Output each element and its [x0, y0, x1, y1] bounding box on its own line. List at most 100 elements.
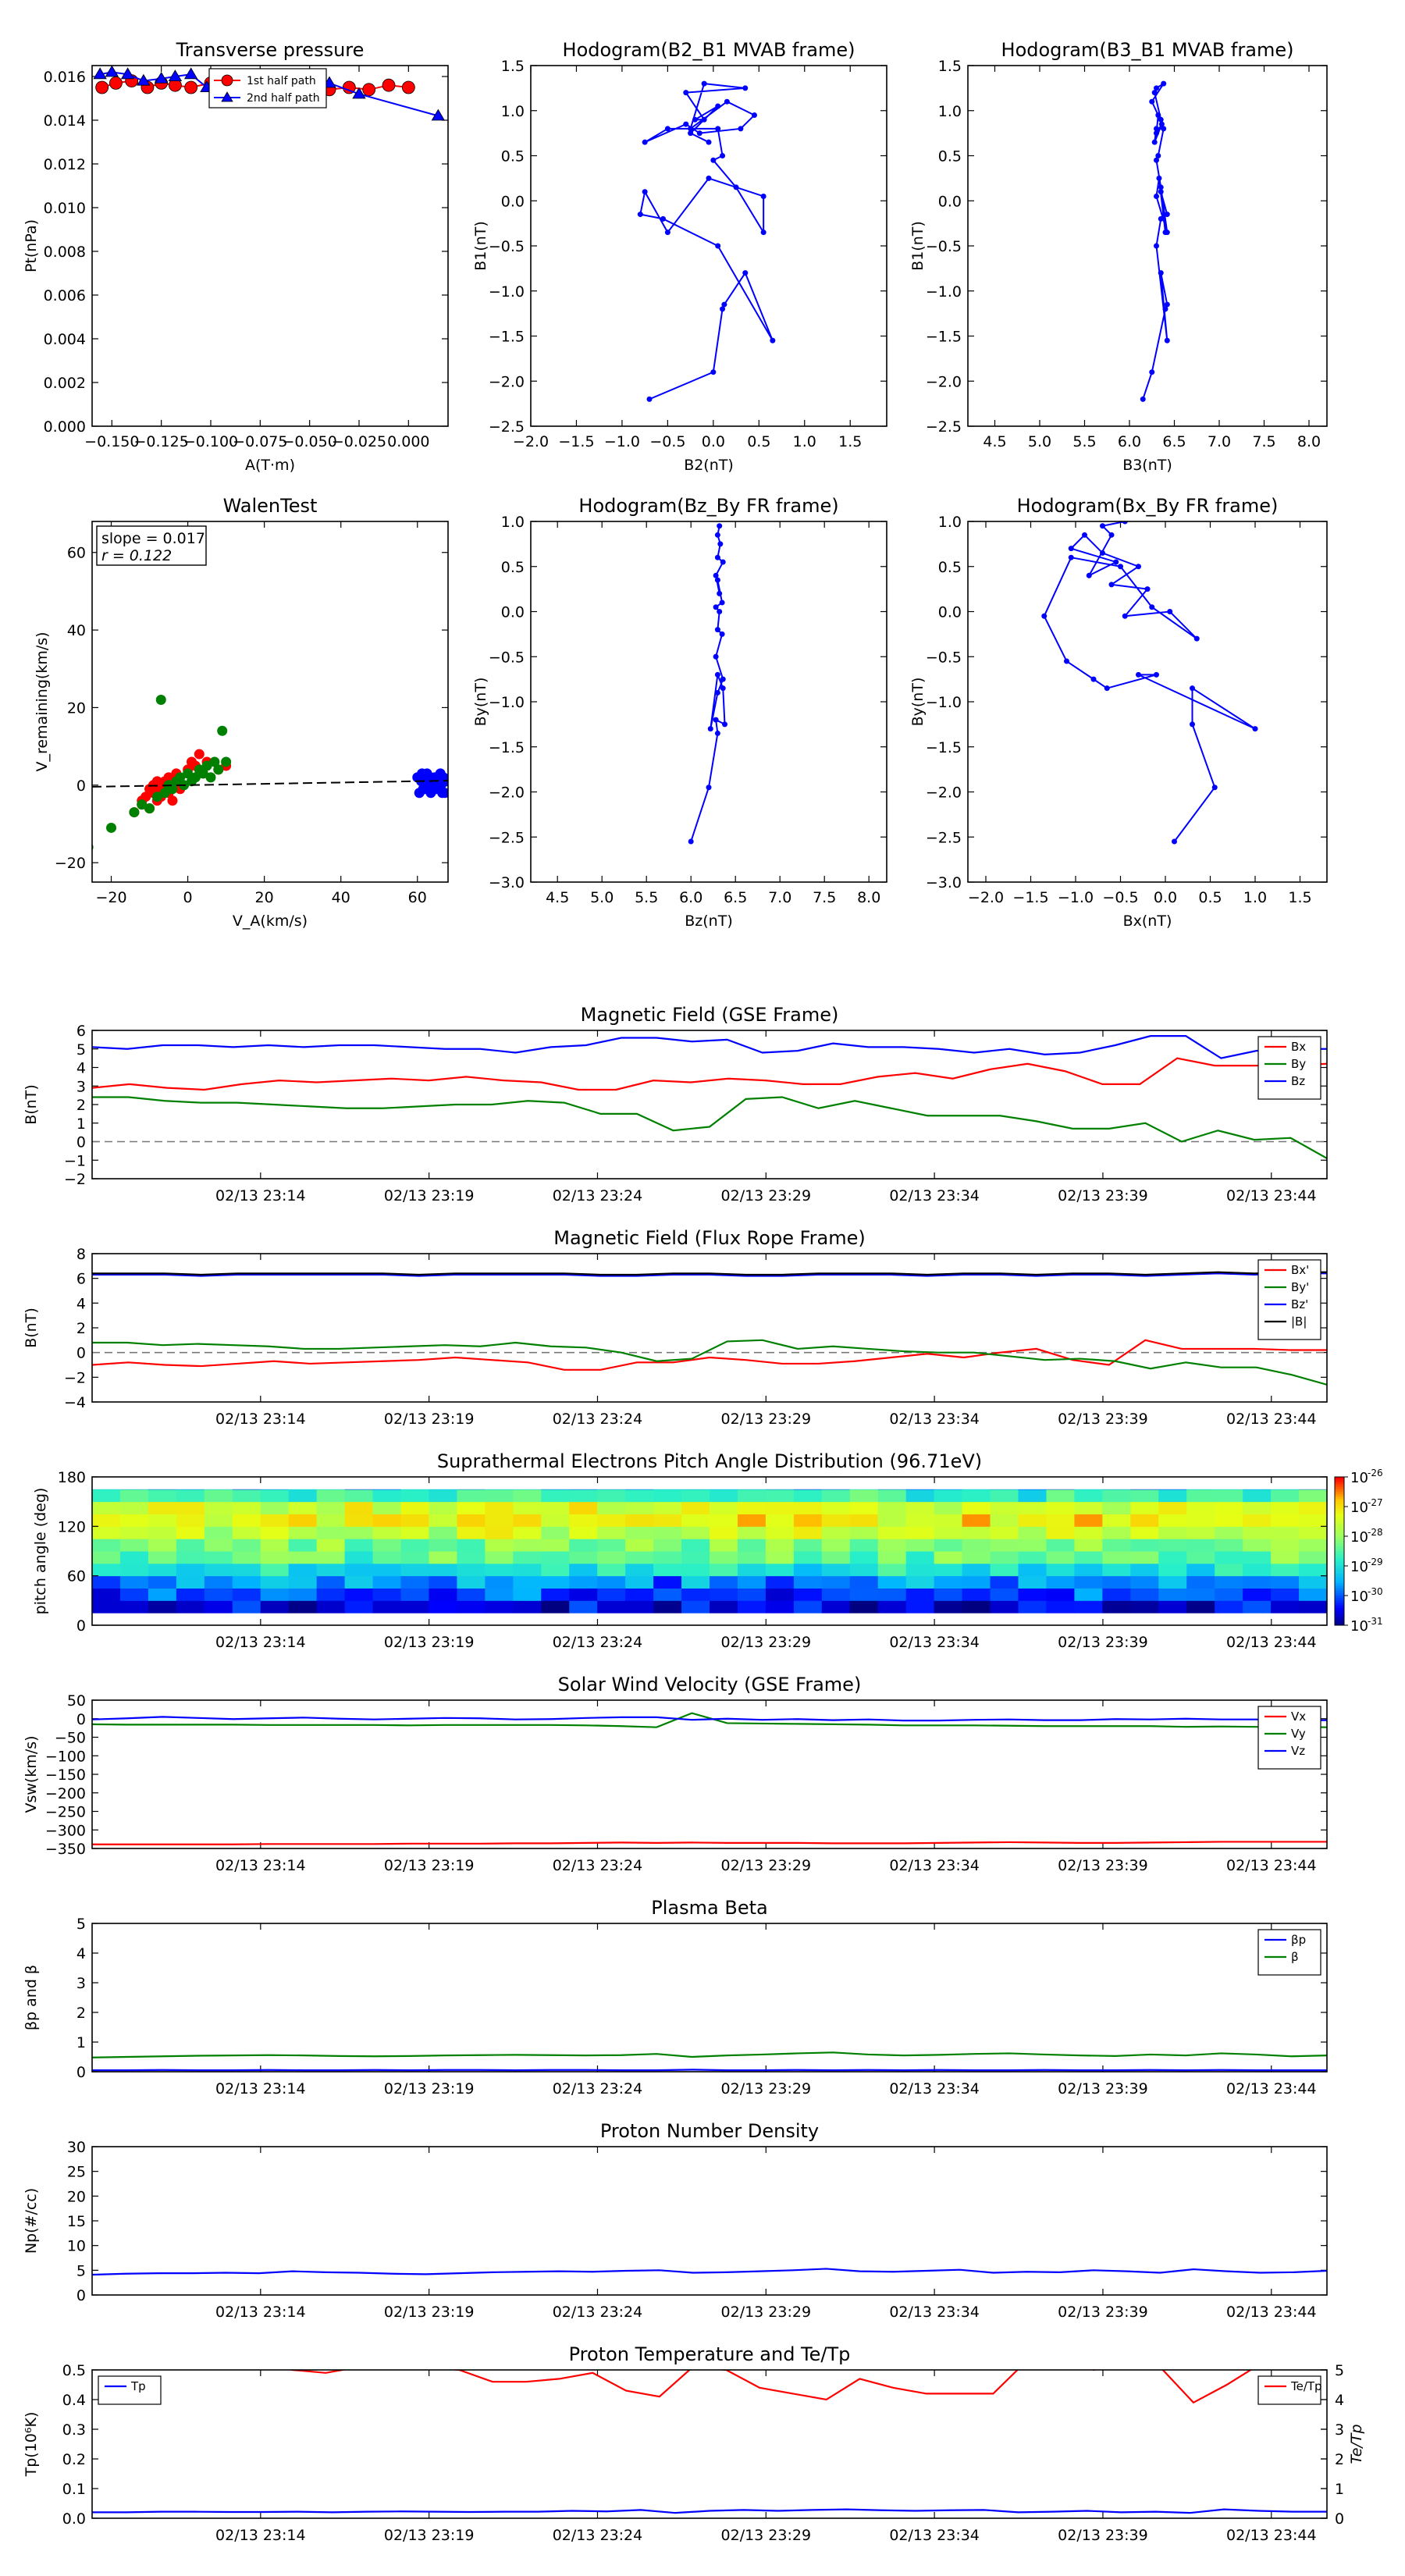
- chart-title: Magnetic Field (GSE Frame): [581, 1004, 839, 1026]
- y-tick-label: 4: [76, 1945, 86, 1962]
- heat-cell: [934, 1575, 963, 1589]
- series-line-Vx: [92, 1841, 1327, 1845]
- data-point: [213, 764, 224, 775]
- chart-title: Hodogram(B3_B1 MVAB frame): [1001, 39, 1294, 61]
- plot-frame: [91, 2369, 1328, 2519]
- plot-area: [92, 1271, 1327, 1386]
- heat-cell: [1018, 1588, 1047, 1601]
- y-tick-label: 0.5: [938, 559, 962, 576]
- data-point: [154, 72, 169, 84]
- heat-cell: [400, 1551, 429, 1564]
- heat-cell: [204, 1600, 233, 1614]
- colorbar-tick-label: 10: [1350, 1470, 1368, 1486]
- heat-cell: [1046, 1489, 1075, 1503]
- data-point: [1158, 215, 1164, 222]
- data-point: [1154, 130, 1159, 137]
- heat-cell: [92, 1514, 121, 1527]
- heat-cell: [962, 1501, 991, 1514]
- x-tick-label: −0.050: [283, 433, 337, 450]
- x-tick-label: 40: [332, 889, 350, 906]
- chart-title: Solar Wind Velocity (GSE Frame): [558, 1674, 862, 1695]
- heat-cell: [597, 1526, 626, 1539]
- data-point: [209, 756, 220, 767]
- heat-cell: [400, 1501, 429, 1514]
- x-tick-label: −1.5: [1012, 889, 1048, 906]
- plot-area: [92, 2268, 1327, 2276]
- plot-frame: [530, 65, 887, 427]
- y-tick-label: 40: [67, 622, 86, 639]
- x-tick-label: 5.5: [1072, 433, 1096, 450]
- data-point: [159, 788, 170, 799]
- heat-cell: [1243, 1551, 1272, 1564]
- series-line-Bx': [92, 1339, 1327, 1371]
- heat-cell: [260, 1575, 290, 1589]
- legend-marker: [221, 91, 233, 102]
- y-axis-label: Np(#/cc): [23, 2188, 40, 2254]
- x-tick-label: 6.5: [1162, 433, 1186, 450]
- colorbar-segment: [1335, 1492, 1344, 1495]
- heat-cell: [962, 1489, 991, 1503]
- y-tick-label: 50: [67, 1692, 86, 1710]
- heat-cell: [1018, 1489, 1047, 1503]
- y-axis-label: Vsw(km/s): [23, 1735, 40, 1813]
- heat-cell: [597, 1551, 626, 1564]
- y-tick-label-right: 4: [1335, 2392, 1344, 2409]
- heat-cell: [934, 1526, 963, 1539]
- y-tick-label: −0.5: [489, 238, 525, 255]
- colorbar-segment: [1335, 1558, 1344, 1562]
- heat-cell: [1243, 1514, 1272, 1527]
- data-point: [713, 717, 719, 723]
- y-tick-label: −2: [64, 1369, 86, 1386]
- heat-cell: [625, 1575, 654, 1589]
- data-point: [1154, 243, 1159, 249]
- y-tick-label: −0.5: [926, 649, 962, 666]
- y-tick-label: 1: [76, 2034, 86, 2051]
- heat-cell: [737, 1563, 767, 1577]
- heat-cell: [344, 1575, 374, 1589]
- y-tick-label-right: 3: [1335, 2421, 1344, 2439]
- data-point: [1122, 613, 1128, 619]
- heat-cell: [877, 1563, 907, 1577]
- heat-cell: [905, 1514, 935, 1527]
- y-tick-label: 3: [76, 1975, 86, 1992]
- heat-cell: [653, 1575, 682, 1589]
- y-tick-label: 1: [76, 1115, 86, 1133]
- data-point: [167, 795, 178, 806]
- heat-cell: [1074, 1575, 1103, 1589]
- heat-cell: [119, 1551, 149, 1564]
- heat-cell: [260, 1514, 290, 1527]
- x-tick-label: 1.0: [793, 433, 816, 450]
- data-point: [683, 121, 689, 127]
- heat-cell: [1158, 1514, 1187, 1527]
- y-axis-label: B(nT): [23, 1308, 40, 1348]
- colorbar-segment: [1335, 1546, 1344, 1550]
- x-tick-label: 4.5: [983, 433, 1006, 450]
- series-line-|B|: [92, 1271, 1327, 1276]
- heat-cell: [457, 1563, 486, 1577]
- heat-cell: [1130, 1501, 1159, 1514]
- plot-frame: [530, 521, 887, 883]
- data-point: [1086, 572, 1092, 578]
- heat-cell: [653, 1539, 682, 1552]
- y-tick-label: −20: [55, 855, 86, 872]
- heat-cell: [849, 1551, 879, 1564]
- heat-cell: [877, 1588, 907, 1601]
- y-tick-label: −350: [45, 1841, 86, 1858]
- heat-cell: [569, 1600, 598, 1614]
- y-axis-label: B(nT): [23, 1084, 40, 1125]
- heat-cell: [344, 1563, 374, 1577]
- heat-cell: [737, 1575, 767, 1589]
- heat-cell: [597, 1514, 626, 1527]
- y-tick-label: −0.5: [489, 649, 525, 666]
- heat-cell: [1243, 1489, 1272, 1503]
- x-tick-label: −2.0: [968, 889, 1004, 906]
- y-tick-label: 0.010: [44, 200, 86, 217]
- heat-cell: [1271, 1501, 1300, 1514]
- legend-box: [1257, 2375, 1321, 2405]
- colorbar-segment: [1335, 1560, 1344, 1564]
- heat-cell: [1074, 1489, 1103, 1503]
- data-point: [710, 369, 717, 375]
- series-line-Vy: [92, 1712, 1327, 1728]
- heat-cell: [625, 1526, 654, 1539]
- x-tick-label: 0.000: [387, 433, 429, 450]
